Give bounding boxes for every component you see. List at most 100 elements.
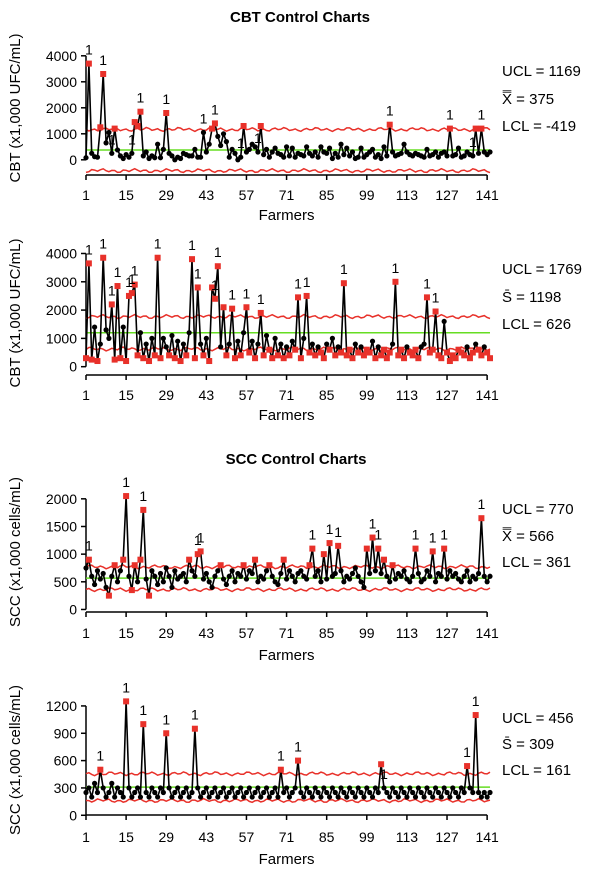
data-point xyxy=(404,344,410,350)
rule-violation-flag: 1 xyxy=(478,496,486,512)
flagged-data-point xyxy=(466,355,473,362)
data-point xyxy=(306,789,313,796)
rule-violation-flag: 1 xyxy=(243,285,251,301)
data-point xyxy=(318,579,324,585)
rule-violation-flag: 1 xyxy=(254,130,262,146)
flagged-data-point xyxy=(85,556,92,563)
y-axis-label: CBT (x1,000 UFC/mL) xyxy=(7,34,24,183)
flagged-data-point xyxy=(200,352,207,359)
data-point xyxy=(441,785,447,791)
data-point xyxy=(218,344,224,350)
flagged-data-point xyxy=(237,352,244,359)
y-tick-label: 900 xyxy=(54,725,78,741)
data-point xyxy=(109,780,115,786)
flagged-data-point xyxy=(220,304,227,311)
section-title-scc: SCC Control Charts xyxy=(226,451,367,468)
data-point xyxy=(203,570,209,577)
data-point xyxy=(198,341,204,347)
data-point xyxy=(275,794,281,800)
center-value: = 375 xyxy=(512,91,554,108)
data-point xyxy=(475,789,482,796)
data-point xyxy=(332,150,338,156)
ucl-line xyxy=(85,564,491,570)
data-point xyxy=(369,794,376,800)
data-point xyxy=(229,785,235,791)
y-tick-label: 0 xyxy=(69,807,77,823)
flagged-data-point xyxy=(137,108,144,115)
data-point xyxy=(177,794,184,800)
data-point xyxy=(381,144,387,150)
data-point xyxy=(91,581,98,588)
x-tick-label: 43 xyxy=(199,829,215,845)
flagged-data-point xyxy=(171,355,178,362)
data-point xyxy=(252,144,258,150)
rule-violation-flag: 1 xyxy=(85,241,93,257)
data-point xyxy=(329,155,336,162)
data-point xyxy=(286,794,293,800)
data-point xyxy=(255,149,261,155)
flagged-data-point xyxy=(286,352,293,359)
data-point xyxy=(455,794,462,800)
data-point xyxy=(358,344,364,350)
data-point xyxy=(361,794,367,800)
flagged-data-point xyxy=(317,349,324,356)
data-point xyxy=(263,146,270,152)
data-point xyxy=(255,579,261,585)
data-point xyxy=(458,579,464,585)
data-point xyxy=(341,152,347,158)
data-point xyxy=(103,584,109,590)
flagged-data-point xyxy=(363,545,370,552)
data-point xyxy=(261,576,267,582)
data-point xyxy=(324,576,330,582)
data-point xyxy=(152,573,158,579)
data-point xyxy=(157,785,164,791)
data-point xyxy=(481,344,487,350)
flagged-data-point xyxy=(97,766,104,773)
data-point xyxy=(461,789,467,796)
data-point xyxy=(94,789,101,796)
lcl-line xyxy=(85,167,491,174)
data-point xyxy=(186,330,192,336)
data-point xyxy=(352,794,358,800)
y-axis-label: SCC (x1,000 cells/mL) xyxy=(7,477,24,627)
data-point xyxy=(169,584,175,590)
x-tick-label: 43 xyxy=(199,625,215,641)
data-point xyxy=(269,149,275,155)
x-tick-label: 29 xyxy=(158,829,174,845)
data-point xyxy=(120,155,126,162)
data-point xyxy=(349,570,356,577)
rule-violation-flag: 1 xyxy=(194,532,202,548)
data-point xyxy=(309,153,315,159)
rule-violation-flag: 1 xyxy=(99,236,107,252)
data-point xyxy=(149,335,155,341)
rule-violation-flag: 1 xyxy=(85,538,93,554)
data-point xyxy=(289,338,295,344)
data-point xyxy=(166,785,172,791)
data-point xyxy=(301,794,307,800)
x-axis-label: Farmers xyxy=(259,207,315,224)
data-point xyxy=(94,154,101,160)
rule-violation-flag: 1 xyxy=(162,711,170,727)
data-point xyxy=(481,789,487,796)
flagged-data-point xyxy=(429,346,436,353)
flagged-data-point xyxy=(191,355,198,362)
rule-violation-flag: 1 xyxy=(128,131,136,147)
flagged-data-point xyxy=(340,280,347,287)
flagged-data-point xyxy=(306,562,313,569)
center-label: X̿ = 375 xyxy=(502,91,554,108)
data-point xyxy=(326,145,333,151)
data-point xyxy=(424,785,430,791)
data-point xyxy=(263,785,270,791)
data-point xyxy=(89,573,95,579)
flagged-data-point xyxy=(146,358,153,365)
flagged-data-point xyxy=(137,556,144,563)
x-tick-label: 127 xyxy=(435,187,459,203)
data-point xyxy=(364,785,370,791)
x-tick-label: 99 xyxy=(359,625,375,641)
data-point xyxy=(318,144,324,150)
data-point xyxy=(272,785,278,791)
flagged-data-point xyxy=(85,260,92,267)
data-point xyxy=(169,153,175,159)
flagged-data-point xyxy=(211,295,218,302)
flagged-data-point xyxy=(140,355,147,362)
